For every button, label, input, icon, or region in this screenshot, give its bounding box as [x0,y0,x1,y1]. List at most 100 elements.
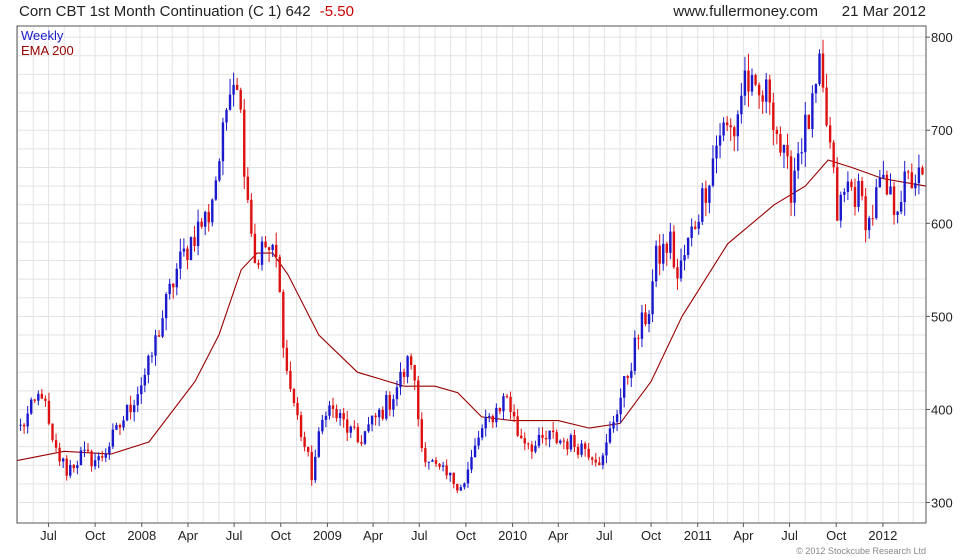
candle-body [484,416,487,429]
candle-body [395,387,399,400]
candle-body [324,415,328,420]
candle-body [701,188,704,222]
candle-body [715,145,718,159]
candle-body [367,424,370,432]
candle-body [917,167,921,184]
candle-body [196,221,200,247]
candle-body [463,483,466,488]
ema-200-line [16,159,927,462]
candle-body [143,374,147,386]
candle-body [338,413,342,419]
candle-body [115,424,118,430]
candle-body [456,483,459,491]
candle-body [828,125,832,143]
candle-body [253,233,257,264]
candle-body [516,416,519,436]
candle-body [669,231,672,253]
candle-body [921,167,924,175]
x-tick-label: 2010 [498,528,527,543]
candle-body [622,376,626,398]
candle-body [551,430,555,433]
candle-body [335,408,338,419]
candle-body [349,426,352,433]
candle-body [903,171,906,203]
candles [19,39,924,494]
candle-body [601,455,605,466]
candle-body [346,419,349,433]
candle-body [857,180,860,207]
candle-body [370,415,374,425]
x-tick-label: 2009 [313,528,342,543]
candle-body [747,70,750,92]
candle-body [878,177,882,188]
candle-body [843,191,846,195]
price-change: -5.50 [320,3,354,20]
site-name: www.fullermoney.com [672,3,818,20]
candle-body [441,465,445,467]
y-tick-label: 800 [931,30,953,45]
candle-body [796,153,800,171]
x-axis: Jul Oct 2008 Apr Jul Oct 2009 Apr Jul Oct 2010 Apr J… [40,523,897,543]
candle-body [200,221,203,227]
candle-body [736,114,740,137]
candle-body [342,413,345,420]
candle-body [530,444,534,452]
candle-body [275,244,278,257]
candle-body [314,456,317,481]
x-tick-label: Jul [40,528,57,543]
candle-body [235,84,239,90]
candle-body [562,440,566,442]
y-axis: 300 400 500 600 700 800 [926,30,953,511]
candle-body [374,415,377,418]
candle-body [626,376,629,378]
x-tick-label: Apr [363,528,384,543]
candle-body [182,248,186,252]
candle-body [260,241,264,265]
candle-body [509,396,512,412]
candle-body [630,370,633,378]
candle-body [328,405,331,416]
candle-body [637,337,640,339]
candle-body [232,84,235,95]
candle-body [271,244,274,251]
candle-body [708,185,711,203]
candle-body [772,102,775,131]
x-tick-label: Oct [85,528,106,543]
candle-body [413,365,416,381]
candle-body [910,172,913,189]
plot-frame [16,25,927,524]
candle-body [385,394,388,419]
candle-body [818,53,821,85]
candle-body [448,472,452,476]
x-tick-label: Apr [178,528,199,543]
candle-body [111,429,115,447]
candle-body [356,427,360,443]
candle-body [853,187,857,207]
candle-body [697,221,700,229]
candle-body [22,424,26,427]
candle-body [168,283,171,295]
candle-body [97,456,100,461]
candle-body [765,79,768,102]
candle-body [353,426,356,428]
candle-body [768,79,771,103]
candle-body [882,174,885,178]
candle-body [377,409,381,418]
candle-body [289,370,292,389]
candle-body [559,440,562,443]
candle-body [118,424,122,428]
candle-body [679,260,683,279]
candle-body [381,409,384,419]
y-tick-label: 500 [931,309,953,324]
candle-body [246,176,250,200]
candle-body [580,443,583,455]
chart-title: Corn CBT 1st Month Continuation (C 1) 64… [19,3,354,20]
candle-body [867,218,871,231]
candle-body [896,211,899,216]
candle-body [836,167,839,221]
candle-body [402,371,406,377]
candle-body [505,396,509,398]
candle-body [750,75,754,92]
candle-body [317,431,321,457]
